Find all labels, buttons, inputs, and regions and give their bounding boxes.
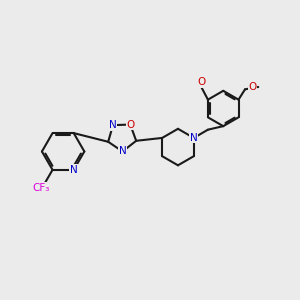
Text: N: N [190, 133, 198, 143]
Text: O: O [197, 77, 206, 87]
Text: N: N [109, 120, 117, 130]
Text: N: N [70, 165, 78, 175]
Text: O: O [248, 82, 256, 92]
Text: CF₃: CF₃ [32, 183, 50, 193]
Text: O: O [126, 119, 134, 130]
Text: N: N [119, 146, 126, 157]
